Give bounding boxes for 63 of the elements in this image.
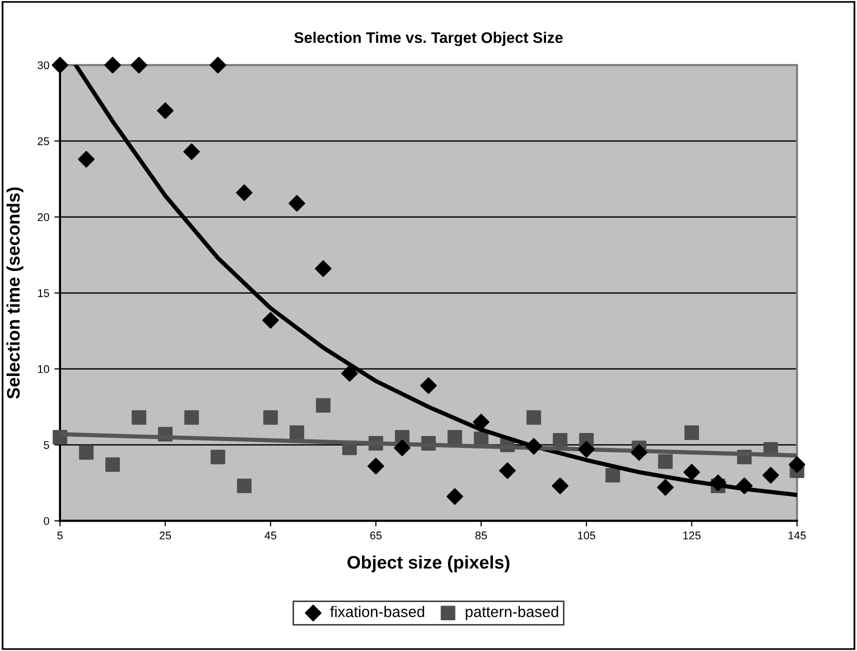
legend-label: fixation-based xyxy=(330,606,424,618)
point xyxy=(526,410,542,425)
point xyxy=(499,462,516,479)
point xyxy=(262,312,279,329)
point xyxy=(156,102,174,119)
point xyxy=(448,430,462,445)
x-tick-label: 125 xyxy=(683,532,701,540)
point xyxy=(552,433,568,448)
point xyxy=(290,425,304,440)
point xyxy=(446,488,464,505)
point xyxy=(236,184,253,201)
point xyxy=(762,466,779,484)
legend-label: pattern-based xyxy=(466,606,558,620)
point xyxy=(525,438,542,455)
point xyxy=(132,410,146,425)
point xyxy=(657,479,674,496)
point xyxy=(736,478,753,494)
point xyxy=(578,441,595,458)
point xyxy=(605,468,620,483)
point xyxy=(210,56,226,74)
point xyxy=(263,410,278,425)
point xyxy=(184,410,199,425)
point xyxy=(472,414,490,430)
point xyxy=(368,458,384,474)
point xyxy=(630,444,648,461)
point xyxy=(105,457,120,472)
y-tick-label: 5 xyxy=(44,441,50,449)
y-tick-label: 20 xyxy=(38,213,50,222)
x-tick-label: 85 xyxy=(475,532,487,540)
point xyxy=(341,365,358,382)
x-tick-label: 45 xyxy=(264,532,276,540)
chart-title: Selection Time vs. Target Object Size xyxy=(294,32,563,46)
x-tick-label: 5 xyxy=(57,532,63,540)
y-tick-label: 30 xyxy=(38,61,50,70)
x-tick-label: 145 xyxy=(788,532,806,540)
point xyxy=(658,454,673,469)
point xyxy=(183,143,200,160)
y-tick-label: 10 xyxy=(38,365,50,374)
point xyxy=(316,398,330,413)
point xyxy=(683,464,700,480)
point xyxy=(288,195,306,212)
x-tick-label: 65 xyxy=(370,532,382,540)
point xyxy=(210,450,226,464)
point xyxy=(78,150,95,168)
y-axis-title: Selection time (seconds) xyxy=(6,187,24,399)
x-tick-label: 105 xyxy=(578,532,596,540)
point xyxy=(420,377,437,394)
point xyxy=(394,440,410,456)
point xyxy=(79,445,94,460)
point xyxy=(104,56,121,74)
y-tick-label: 25 xyxy=(38,137,50,146)
point xyxy=(236,478,252,494)
point xyxy=(788,456,806,473)
point xyxy=(710,474,726,492)
x-tick-label: 25 xyxy=(160,532,171,540)
point xyxy=(52,56,68,74)
point xyxy=(684,425,700,440)
point xyxy=(130,56,148,74)
point xyxy=(314,260,332,277)
point xyxy=(552,478,568,494)
y-tick-label: 0 xyxy=(44,517,50,525)
y-tick-label: 15 xyxy=(38,289,50,298)
x-axis-title: Object size (pixels) xyxy=(347,555,510,572)
